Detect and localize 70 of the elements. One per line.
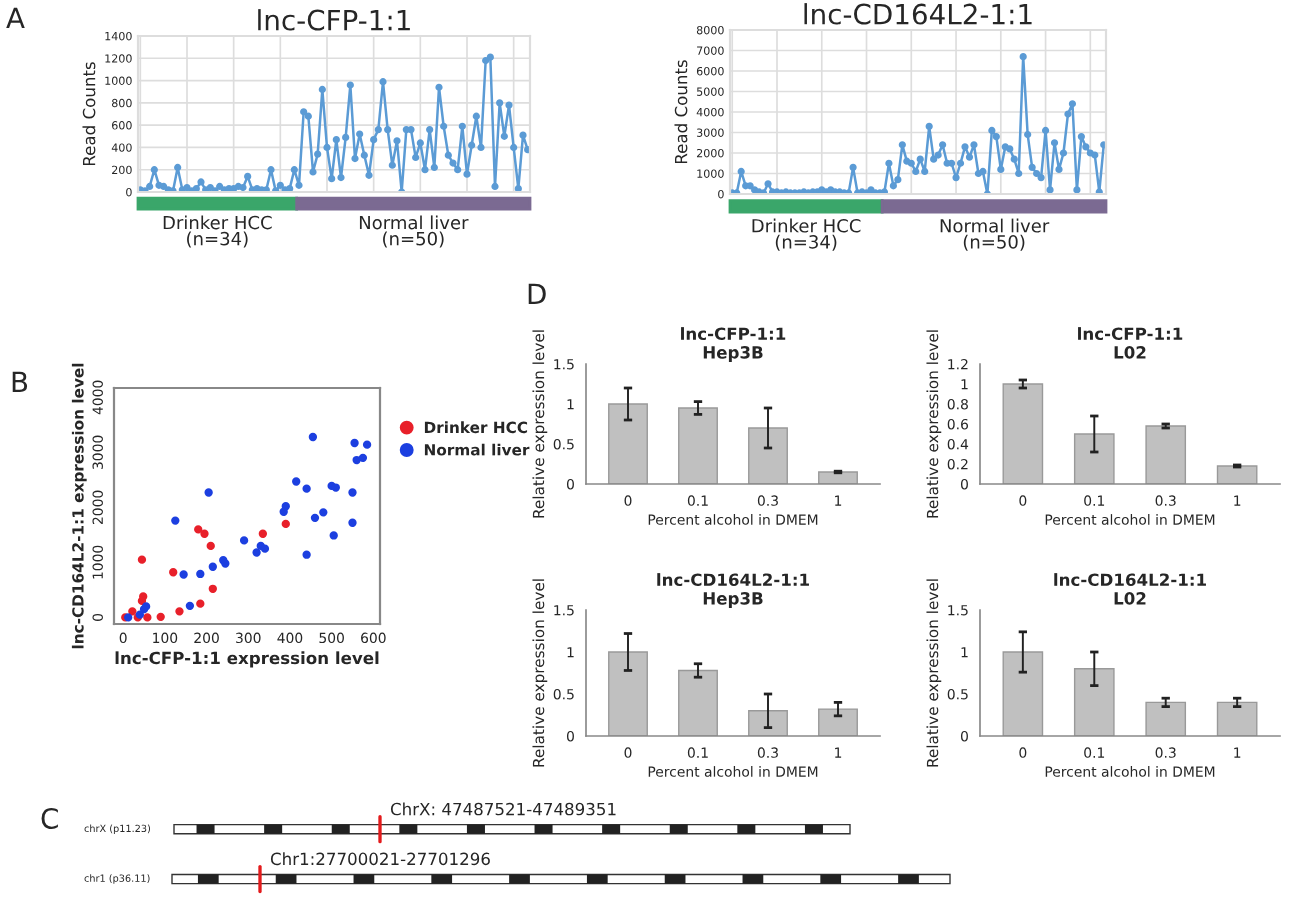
bar <box>1073 433 1115 484</box>
point <box>175 607 184 616</box>
bar <box>1002 651 1044 736</box>
point <box>350 438 359 448</box>
bar <box>1216 701 1258 736</box>
point <box>258 529 268 538</box>
point <box>281 519 290 529</box>
point <box>281 502 290 511</box>
point <box>302 484 311 493</box>
point <box>260 544 270 553</box>
point <box>179 570 188 579</box>
point <box>358 453 368 463</box>
point <box>362 440 372 449</box>
text: Drinker HCC (n=34) <box>163 215 272 248</box>
point <box>208 584 217 593</box>
chart-title: lnc-CFP-1:1 <box>258 9 410 31</box>
chart-title: lnc-CFP-1:1 Hep3B <box>681 327 786 362</box>
text: C <box>41 807 58 829</box>
point <box>139 592 148 601</box>
point <box>208 562 217 571</box>
point <box>252 548 261 557</box>
text: ChrX: 47487521-47489351 <box>390 802 616 816</box>
point <box>156 612 165 622</box>
bar <box>608 403 648 484</box>
bar <box>1216 465 1258 484</box>
text: Chr1:27700021-27701296 <box>270 852 490 866</box>
point <box>194 525 203 534</box>
text: B <box>12 371 28 392</box>
chart-title: lnc-CFP-1:1 L02 <box>1078 327 1183 359</box>
point <box>196 569 205 579</box>
y-axis-title: Read Counts <box>82 62 96 166</box>
point <box>239 536 249 545</box>
y-axis-title: Read Counts <box>674 60 688 164</box>
chart-title: lnc-CD164L2-1:1 <box>804 3 1032 25</box>
text: A <box>6 7 25 28</box>
point <box>200 529 209 538</box>
point <box>171 516 180 525</box>
text: D <box>528 283 546 304</box>
bar <box>818 471 858 484</box>
point <box>204 488 213 497</box>
point <box>143 613 152 622</box>
bar <box>1145 425 1187 484</box>
point <box>329 531 338 540</box>
x-axis-title: lnc-CFP-1:1 expression level <box>115 651 379 668</box>
bar <box>1145 701 1187 736</box>
point <box>196 599 205 608</box>
text: Drinker HCC (n=34) <box>752 218 861 251</box>
bar <box>678 669 718 736</box>
chart-title: lnc-CD164L2-1:1 L02 <box>1054 573 1206 605</box>
bar <box>608 651 648 736</box>
bar <box>1073 668 1115 736</box>
point <box>348 518 357 527</box>
bar <box>748 710 788 736</box>
text: Normal liver (n=50) <box>359 215 469 248</box>
bar <box>678 407 718 484</box>
chart-title: lnc-CD164L2-1:1 Hep3B <box>657 573 809 608</box>
point <box>310 513 320 522</box>
point <box>137 555 147 564</box>
point <box>302 550 311 559</box>
bar <box>1002 383 1044 484</box>
point <box>128 607 137 616</box>
bar <box>748 427 788 484</box>
point <box>169 568 178 577</box>
point <box>206 541 215 551</box>
point <box>319 508 328 517</box>
text: Normal liver (n=50) <box>940 218 1050 251</box>
point <box>308 432 318 442</box>
point <box>292 477 301 486</box>
point <box>185 601 195 611</box>
bar <box>818 708 858 736</box>
